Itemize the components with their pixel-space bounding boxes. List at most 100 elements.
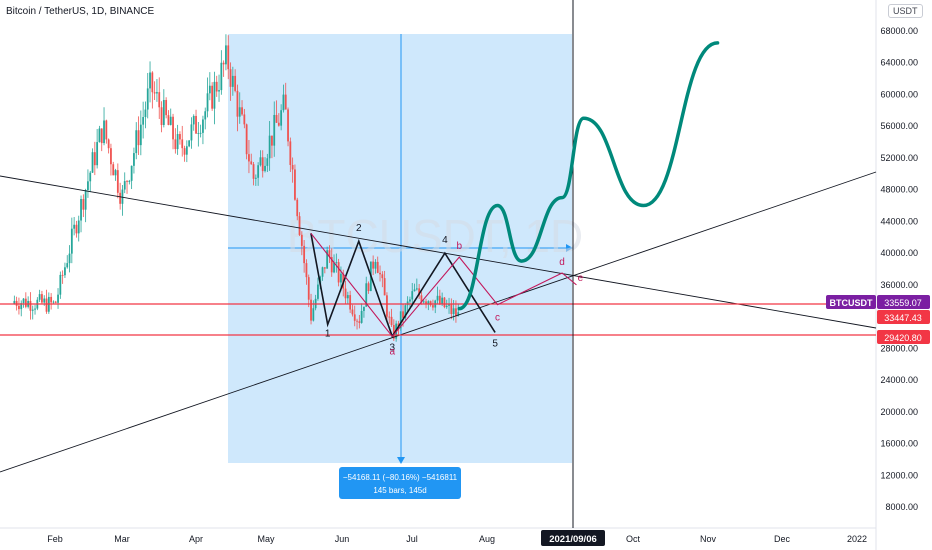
candle-body [337,262,340,283]
candle-body [153,92,156,94]
impulse-wave-path[interactable] [310,233,496,339]
candle-body [66,263,69,268]
descending-trendline[interactable] [0,175,877,329]
last-price-badge [877,295,930,309]
candle-body [208,85,211,94]
time-tick-label: Jul [406,534,418,544]
price-tick-label: 64000.00 [880,58,918,68]
candle-body [34,308,36,310]
measure-info-line2: 145 bars, 145d [373,486,426,495]
time-tick-label: Jun [335,534,350,544]
candle-body [236,90,239,117]
candle-body [73,224,76,229]
candle-body [20,303,23,310]
candle-body [107,139,110,149]
candle-body [303,245,306,264]
time-tick-label: Feb [47,534,63,544]
candle-body [427,301,430,304]
candle-body [259,157,262,166]
candle-body [335,262,338,263]
candle-body [346,295,349,299]
candle-body [112,164,115,176]
currency-button[interactable]: USDT [888,4,923,18]
candle-body [68,253,71,264]
candle-body [273,114,276,146]
candle-body [390,316,393,326]
candle-body [457,312,460,317]
candle-body [18,305,20,310]
measure-info-line1: −54168.11 (−80.16%) −5416811 [343,473,458,482]
impulse-wave-label: 1 [325,329,331,340]
candle-body [105,120,108,140]
candle-body [245,124,248,155]
candle-body [77,220,80,234]
candle-body [271,135,273,146]
candle-body [227,45,230,70]
candle-body [284,94,287,110]
candle-body [353,314,356,321]
candle-body [386,295,388,317]
wave-drawings[interactable]: 1 2 3 4 5 a b c d e [310,223,584,357]
ascending-trendline[interactable] [0,171,877,473]
candle-body [185,146,188,155]
candle-body [202,119,204,133]
candle-body [119,192,122,204]
abcde-triangle-path[interactable] [310,232,577,338]
crosshair-time-label: 2021/09/06 [549,534,597,545]
projection-curve[interactable] [457,41,720,311]
candle-body [176,134,179,150]
candle-body [420,295,423,303]
candle-body [133,153,135,166]
candle-body [349,295,352,310]
impulse-wave-label: 2 [356,223,362,234]
candle-body [425,301,427,304]
price-tick-label: 24000.00 [880,375,918,385]
symbol-title: Bitcoin / TetherUS, 1D, BINANCE [6,6,155,17]
candle-body [41,294,43,303]
candle-body [289,141,292,165]
candle-body [323,267,326,269]
candle-body [160,107,163,125]
candle-body [330,257,333,273]
time-tick-label: Oct [626,534,641,544]
candle-body [158,92,161,108]
candle-body [156,92,158,94]
price-tick-label: 48000.00 [880,185,918,195]
candle-body [91,152,94,173]
candle-body [383,278,386,296]
candle-body [404,305,407,318]
candle-body [374,261,377,269]
candle-body [38,294,41,300]
candle-body [376,261,379,273]
candle-body [31,309,34,311]
candle-body [234,75,237,91]
candle-body [93,152,96,166]
candle-body [328,250,331,258]
candle-body [169,116,172,125]
candle-body [298,216,301,235]
candle-body [310,299,312,321]
time-axis[interactable]: Feb Mar Apr May Jun Jul Aug Oct Nov Dec 2022 [47,534,867,544]
candle-body [45,298,48,312]
price-tick-label: 40000.00 [880,248,918,258]
candle-body [128,180,131,182]
candle-body [365,283,368,307]
candle-body [130,165,133,181]
candle-body [110,148,112,165]
candle-body [372,261,375,269]
candle-body [220,62,223,91]
price-tick-label: 56000.00 [880,121,918,131]
candle-body [438,295,441,304]
impulse-wave-label: 4 [442,235,448,246]
symbol-badge [826,295,876,309]
candle-body [392,325,395,339]
price-axis[interactable]: 68000.00 64000.00 60000.00 56000.00 52000.00… [880,26,918,512]
abcde-wave-label: d [559,257,565,268]
candle-body [206,93,209,112]
candle-body [64,267,66,276]
candle-body [114,170,117,176]
abcde-wave-label: a [389,346,395,357]
candle-body [229,69,232,87]
candle-body [135,130,138,154]
